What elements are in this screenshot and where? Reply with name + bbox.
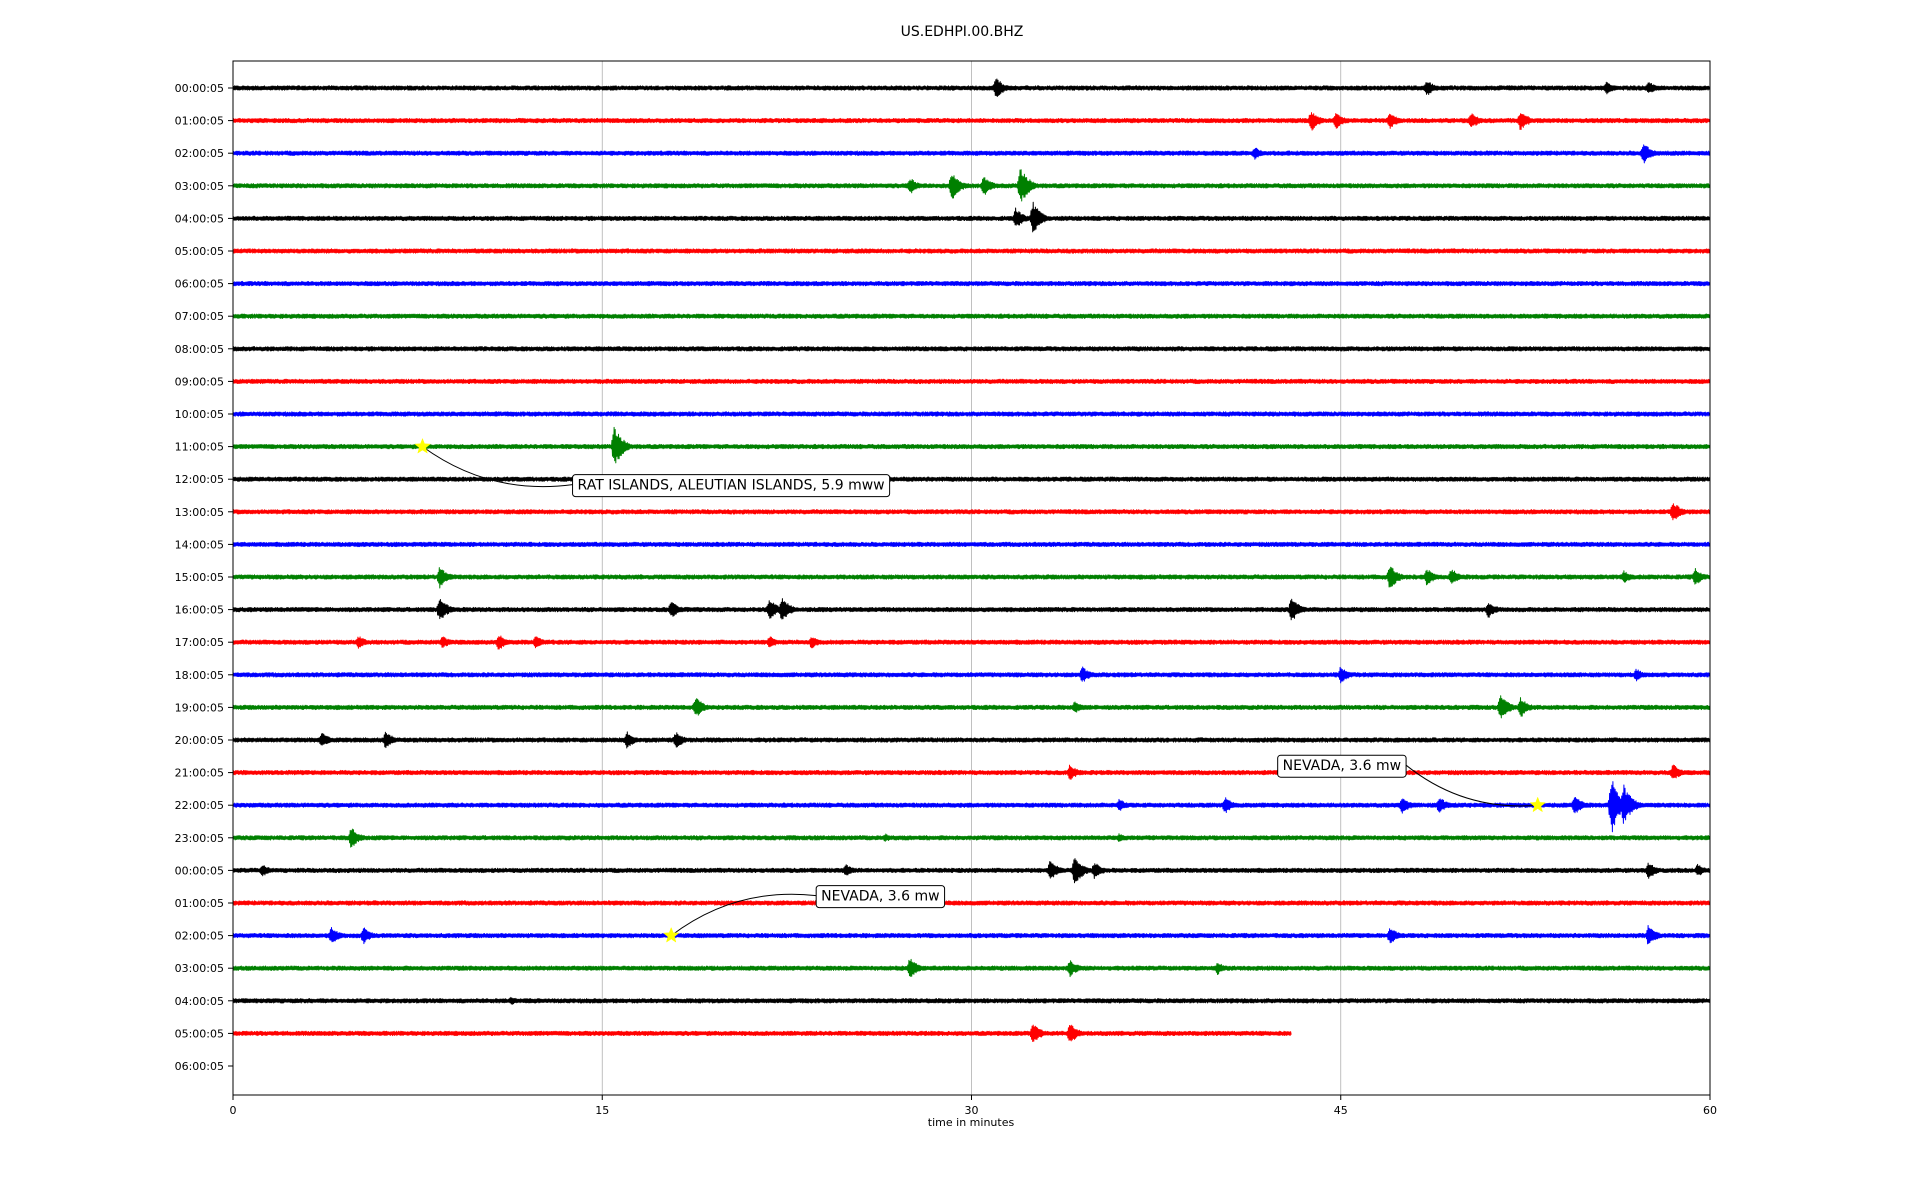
event-connector	[422, 446, 573, 488]
event-label: NEVADA, 3.6 mw	[821, 889, 939, 905]
row-time-label: 15:00:05	[175, 571, 224, 584]
seismic-trace	[232, 996, 1711, 1005]
x-tick-label: 0	[230, 1104, 237, 1117]
row-time-label: 05:00:05	[175, 245, 224, 258]
row-time-label: 22:00:05	[175, 799, 224, 812]
row-time-label: 12:00:05	[175, 473, 224, 486]
x-tick-label: 60	[1703, 1104, 1717, 1117]
seismic-trace	[232, 635, 1711, 650]
event-annotation: RAT ISLANDS, ALEUTIAN ISLANDS, 5.9 mww	[414, 437, 891, 498]
seismic-trace	[232, 566, 1711, 589]
row-time-label: 02:00:05	[175, 930, 224, 943]
event-label: NEVADA, 3.6 mw	[1283, 758, 1401, 774]
row-time-label: 05:00:05	[175, 1027, 224, 1040]
seismic-trace	[232, 503, 1711, 521]
row-time-label: 04:00:05	[175, 995, 224, 1008]
x-tick-label: 30	[965, 1104, 979, 1117]
event-connector	[670, 893, 817, 936]
event-label-box	[815, 885, 946, 909]
seismic-trace	[232, 764, 1711, 780]
row-time-label: 01:00:05	[175, 897, 224, 910]
seismic-trace	[232, 201, 1711, 233]
seismic-trace	[232, 1024, 1292, 1042]
row-time-label: 11:00:05	[175, 441, 224, 454]
seismic-trace	[232, 169, 1711, 202]
row-time-label: 07:00:05	[175, 310, 224, 323]
seismic-trace	[232, 828, 1711, 848]
seismic-trace	[232, 598, 1711, 621]
chart-title: US.EDHPI.00.BHZ	[901, 24, 1024, 40]
event-star-marker	[662, 926, 680, 943]
seismic-trace	[232, 411, 1711, 417]
row-time-label: 10:00:05	[175, 408, 224, 421]
row-time-label: 08:00:05	[175, 343, 224, 356]
row-time-label: 00:00:05	[175, 82, 224, 95]
seismic-trace	[232, 781, 1711, 833]
row-time-label: 06:00:05	[175, 1060, 224, 1073]
event-annotation: NEVADA, 3.6 mw	[662, 885, 946, 943]
seismic-trace	[232, 476, 1711, 482]
row-time-label: 04:00:05	[175, 212, 224, 225]
x-axis-label: time in minutes	[928, 1116, 1015, 1129]
x-axis-ticks: 0 15 30 45 60	[230, 1095, 1717, 1117]
seismic-trace	[232, 541, 1711, 548]
seismic-trace	[232, 731, 1711, 749]
seismic-trace	[232, 426, 1711, 464]
x-tick-label: 45	[1334, 1104, 1348, 1117]
seismic-trace	[232, 958, 1711, 978]
event-annotations: RAT ISLANDS, ALEUTIAN ISLANDS, 5.9 mww NE…	[414, 437, 1546, 943]
seismic-trace	[232, 280, 1711, 287]
traces	[232, 78, 1711, 1042]
event-star-marker	[414, 437, 431, 454]
seismic-trace	[232, 695, 1711, 719]
row-time-label: 16:00:05	[175, 604, 224, 617]
event-label-box	[1277, 754, 1407, 778]
seismic-trace	[232, 313, 1711, 319]
row-time-label: 01:00:05	[175, 115, 224, 128]
x-tick-label: 15	[595, 1104, 609, 1117]
row-time-label: 21:00:05	[175, 767, 224, 780]
row-time-label: 03:00:05	[175, 180, 224, 193]
seismic-trace	[232, 666, 1711, 684]
seismic-trace	[232, 78, 1711, 97]
row-time-label: 20:00:05	[175, 734, 224, 747]
seismic-trace	[232, 248, 1711, 254]
seismic-trace	[232, 144, 1711, 164]
event-star-marker	[1529, 796, 1546, 813]
event-label: RAT ISLANDS, ALEUTIAN ISLANDS, 5.9 mww	[578, 478, 885, 494]
row-time-label: 00:00:05	[175, 864, 224, 877]
seismic-trace	[232, 925, 1711, 945]
row-time-label: 09:00:05	[175, 375, 224, 388]
row-time-label: 06:00:05	[175, 278, 224, 291]
seismic-trace	[232, 112, 1711, 131]
row-time-label: 13:00:05	[175, 506, 224, 519]
seismic-trace	[232, 346, 1711, 352]
row-time-label: 19:00:05	[175, 701, 224, 714]
seismic-trace	[232, 378, 1711, 385]
row-time-label: 18:00:05	[175, 669, 224, 682]
row-time-label: 23:00:05	[175, 832, 224, 845]
seismic-trace	[232, 900, 1711, 906]
event-annotation: NEVADA, 3.6 mw	[1277, 754, 1546, 813]
seismic-trace	[232, 858, 1711, 884]
event-connector	[1405, 764, 1538, 807]
event-label-box	[572, 474, 891, 498]
row-time-label: 02:00:05	[175, 147, 224, 160]
row-time-labels: 00:00:05 01:00:05 02:00:05 03:00:05 04:00:05…	[175, 82, 233, 1073]
row-time-label: 17:00:05	[175, 636, 224, 649]
row-time-label: 03:00:05	[175, 962, 224, 975]
row-time-label: 14:00:05	[175, 538, 224, 551]
